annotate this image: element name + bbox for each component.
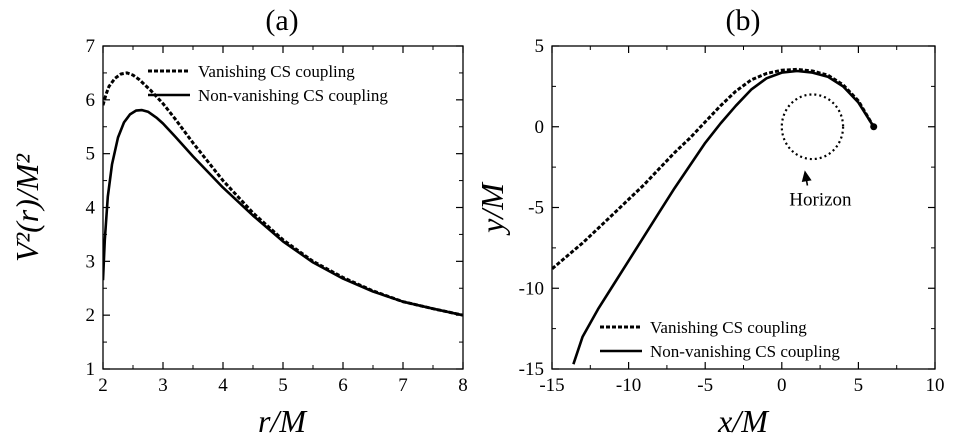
x-tick-label: -5 xyxy=(697,375,713,396)
y-tick-label: 4 xyxy=(86,198,96,219)
y-tick-label: -5 xyxy=(528,198,544,219)
x-tick-label: -10 xyxy=(616,375,641,396)
panel-label: (a) xyxy=(265,4,298,37)
x-tick-label: 5 xyxy=(278,375,288,396)
annotation-arrow-head xyxy=(801,170,812,183)
series-line-vanishing xyxy=(103,71,463,317)
x-tick-label: -15 xyxy=(539,375,564,396)
series-line-non-vanishing xyxy=(572,69,875,365)
data-area xyxy=(103,71,463,317)
y-tick-label: 3 xyxy=(86,251,96,272)
x-axis-label: x/M xyxy=(717,403,770,439)
horizon-circle xyxy=(780,93,845,161)
x-tick-label: 6 xyxy=(338,375,348,396)
y-tick-label: -15 xyxy=(519,359,544,380)
panel-b-chart: -15 -10 -5 0 5 10 -15 -10 -5 0 5 (b) x/M y/M Horizon Va… xyxy=(474,4,945,439)
x-tick-label: 7 xyxy=(398,375,408,396)
y-tick-label: 0 xyxy=(535,117,545,138)
x-axis-label: r/M xyxy=(258,403,308,439)
y-tick-label: 5 xyxy=(86,144,96,165)
y-tick-label: -10 xyxy=(519,278,544,299)
x-tick-label: 0 xyxy=(777,375,787,396)
x-tick-label: 5 xyxy=(854,375,864,396)
legend-entry: Non-vanishing CS coupling xyxy=(198,86,388,105)
y-tick-label: 7 xyxy=(86,36,96,57)
panel-label: (b) xyxy=(726,4,761,37)
series-line-vanishing xyxy=(552,67,875,271)
y-tick-label: 6 xyxy=(86,90,96,111)
series-line-non-vanishing xyxy=(103,108,463,317)
legend-entry: Vanishing CS coupling xyxy=(650,318,807,337)
y-axis-label: V²(r)/M² xyxy=(9,153,45,262)
x-tick-label: 10 xyxy=(926,375,945,396)
y-tick-label: 2 xyxy=(86,305,96,326)
x-tick-label: 8 xyxy=(458,375,468,396)
x-tick-label: 3 xyxy=(158,375,168,396)
legend-entry: Non-vanishing CS coupling xyxy=(650,342,840,361)
y-axis-label: y/M xyxy=(474,181,510,236)
y-tick-label: 1 xyxy=(86,359,96,380)
x-tick-label: 2 xyxy=(98,375,108,396)
legend-entry: Vanishing CS coupling xyxy=(198,62,355,81)
x-tick-label: 4 xyxy=(218,375,228,396)
data-area xyxy=(552,67,878,365)
y-tick-label: 5 xyxy=(535,36,545,57)
start-point-marker xyxy=(870,123,878,131)
annotation-horizon-label: Horizon xyxy=(789,190,852,211)
